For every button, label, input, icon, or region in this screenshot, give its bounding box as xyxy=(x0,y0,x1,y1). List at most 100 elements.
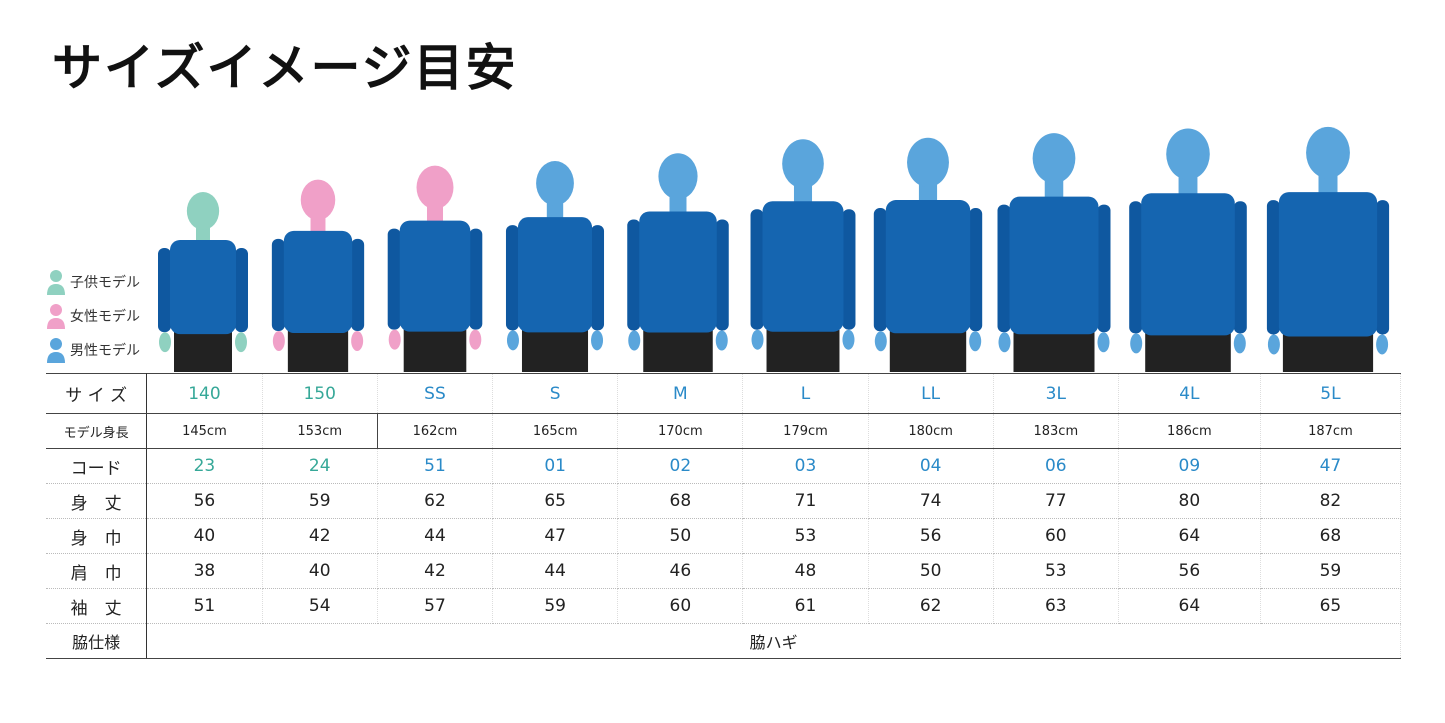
shoulder-width-cell: 42 xyxy=(377,553,494,589)
size-cell: 5L xyxy=(1260,373,1402,414)
right-sleeve xyxy=(1233,201,1247,334)
body-length-cell: 82 xyxy=(1260,483,1402,519)
row-label: 肩 巾 xyxy=(46,553,148,589)
model-height-cell: 162cm xyxy=(376,413,494,449)
shirt xyxy=(283,230,353,333)
right-hand xyxy=(235,332,247,353)
left-sleeve xyxy=(627,219,641,331)
left-sleeve xyxy=(750,209,764,330)
male-model-icon xyxy=(47,338,65,363)
head xyxy=(416,165,454,210)
shorts xyxy=(1145,329,1231,372)
model-height-cell: 183cm xyxy=(993,413,1119,449)
neck xyxy=(793,182,813,206)
right-hand xyxy=(842,329,855,350)
head xyxy=(658,153,698,200)
code-cell: 01 xyxy=(492,448,619,484)
legend-male: 男性モデル xyxy=(46,336,140,364)
row-label: コード xyxy=(46,448,148,484)
model-figure xyxy=(505,161,605,372)
code-cell: 06 xyxy=(993,448,1119,484)
body-width-cell: 53 xyxy=(742,518,869,554)
shirt xyxy=(639,211,717,333)
model-height-cell: 153cm xyxy=(262,413,378,449)
shirt xyxy=(885,200,971,334)
size-cell: 4L xyxy=(1118,373,1261,414)
size-table: サ イ ズ 140 150 SS S M L LL 3L 4L 5L モデル身長 145cm 153cm 1… xyxy=(46,373,1402,659)
code-cell: 03 xyxy=(742,448,869,484)
model-height-cell: 170cm xyxy=(617,413,744,449)
model-figure xyxy=(1129,128,1247,372)
body-width-cell: 64 xyxy=(1118,518,1261,554)
right-sleeve xyxy=(1097,204,1111,333)
head xyxy=(782,139,824,189)
shorts xyxy=(174,328,232,372)
row-label: 袖 丈 xyxy=(46,588,148,624)
shirt xyxy=(170,240,236,335)
neck xyxy=(1178,173,1198,199)
shorts xyxy=(889,327,967,372)
code-cell: 09 xyxy=(1118,448,1261,484)
left-hand xyxy=(159,332,171,353)
row-label: サ イ ズ xyxy=(46,373,148,414)
left-sleeve xyxy=(873,208,887,332)
code-row: コード 23 24 51 01 02 03 04 06 09 47 xyxy=(46,448,1402,484)
body-length-cell: 62 xyxy=(377,483,494,519)
head xyxy=(536,161,574,206)
shoulder-width-cell: 44 xyxy=(492,553,619,589)
size-cell: LL xyxy=(868,373,994,414)
body-width-cell: 60 xyxy=(993,518,1119,554)
head xyxy=(907,137,949,188)
body-width-cell: 50 xyxy=(617,518,744,554)
code-cell: 02 xyxy=(617,448,744,484)
neck xyxy=(918,181,938,205)
body-width-cell: 40 xyxy=(146,518,263,554)
left-sleeve xyxy=(271,238,285,331)
shoulder-width-cell: 38 xyxy=(146,553,263,589)
sleeve-length-cell: 62 xyxy=(868,588,994,624)
model-figure xyxy=(873,137,983,372)
model-height-row: モデル身長 145cm 153cm 162cm 165cm 170cm 179cm 180cm… xyxy=(46,413,1402,449)
model-figure xyxy=(1266,126,1390,372)
sleeve-length-cell: 61 xyxy=(742,588,869,624)
size-row: サ イ ズ 140 150 SS S M L LL 3L 4L 5L xyxy=(46,373,1402,414)
left-sleeve xyxy=(997,204,1011,333)
neck xyxy=(1318,172,1338,197)
model-height-cell: 179cm xyxy=(742,413,869,449)
code-cell: 23 xyxy=(146,448,263,484)
left-hand xyxy=(874,331,887,352)
model-height-cell: 180cm xyxy=(868,413,994,449)
model-figure xyxy=(158,192,248,372)
sleeve-length-cell: 51 xyxy=(146,588,263,624)
left-sleeve xyxy=(505,225,519,331)
code-cell: 47 xyxy=(1260,448,1402,484)
head xyxy=(1166,128,1210,180)
right-sleeve xyxy=(351,238,365,331)
body-length-cell: 68 xyxy=(617,483,744,519)
row-label: 身 巾 xyxy=(46,518,148,554)
shoulder-width-cell: 59 xyxy=(1260,553,1402,589)
model-height-cell: 187cm xyxy=(1260,413,1402,449)
shirt xyxy=(1141,193,1235,336)
code-cell: 24 xyxy=(262,448,378,484)
sleeve-length-cell: 59 xyxy=(492,588,619,624)
left-hand xyxy=(1267,334,1280,355)
right-hand xyxy=(351,330,364,351)
model-height-cell: 165cm xyxy=(492,413,619,449)
page-title: サイズイメージ目安 xyxy=(52,39,518,97)
right-hand xyxy=(715,330,728,351)
shorts xyxy=(287,326,349,372)
shorts xyxy=(403,325,467,372)
side-spec-value: 脇ハギ xyxy=(146,623,1401,659)
neck xyxy=(669,193,687,216)
left-hand xyxy=(1130,333,1143,354)
sleeve-length-cell: 60 xyxy=(617,588,744,624)
sleeve-length-cell: 54 xyxy=(262,588,378,624)
body-length-cell: 59 xyxy=(262,483,378,519)
shirt xyxy=(517,217,593,333)
body-length-cell: 77 xyxy=(993,483,1119,519)
shirt xyxy=(1009,196,1099,335)
side-spec-row: 脇仕様 脇ハギ xyxy=(46,623,1401,659)
body-length-row: 身 丈 56 59 62 65 68 71 74 77 80 82 xyxy=(46,483,1402,519)
female-model-icon xyxy=(47,304,65,329)
